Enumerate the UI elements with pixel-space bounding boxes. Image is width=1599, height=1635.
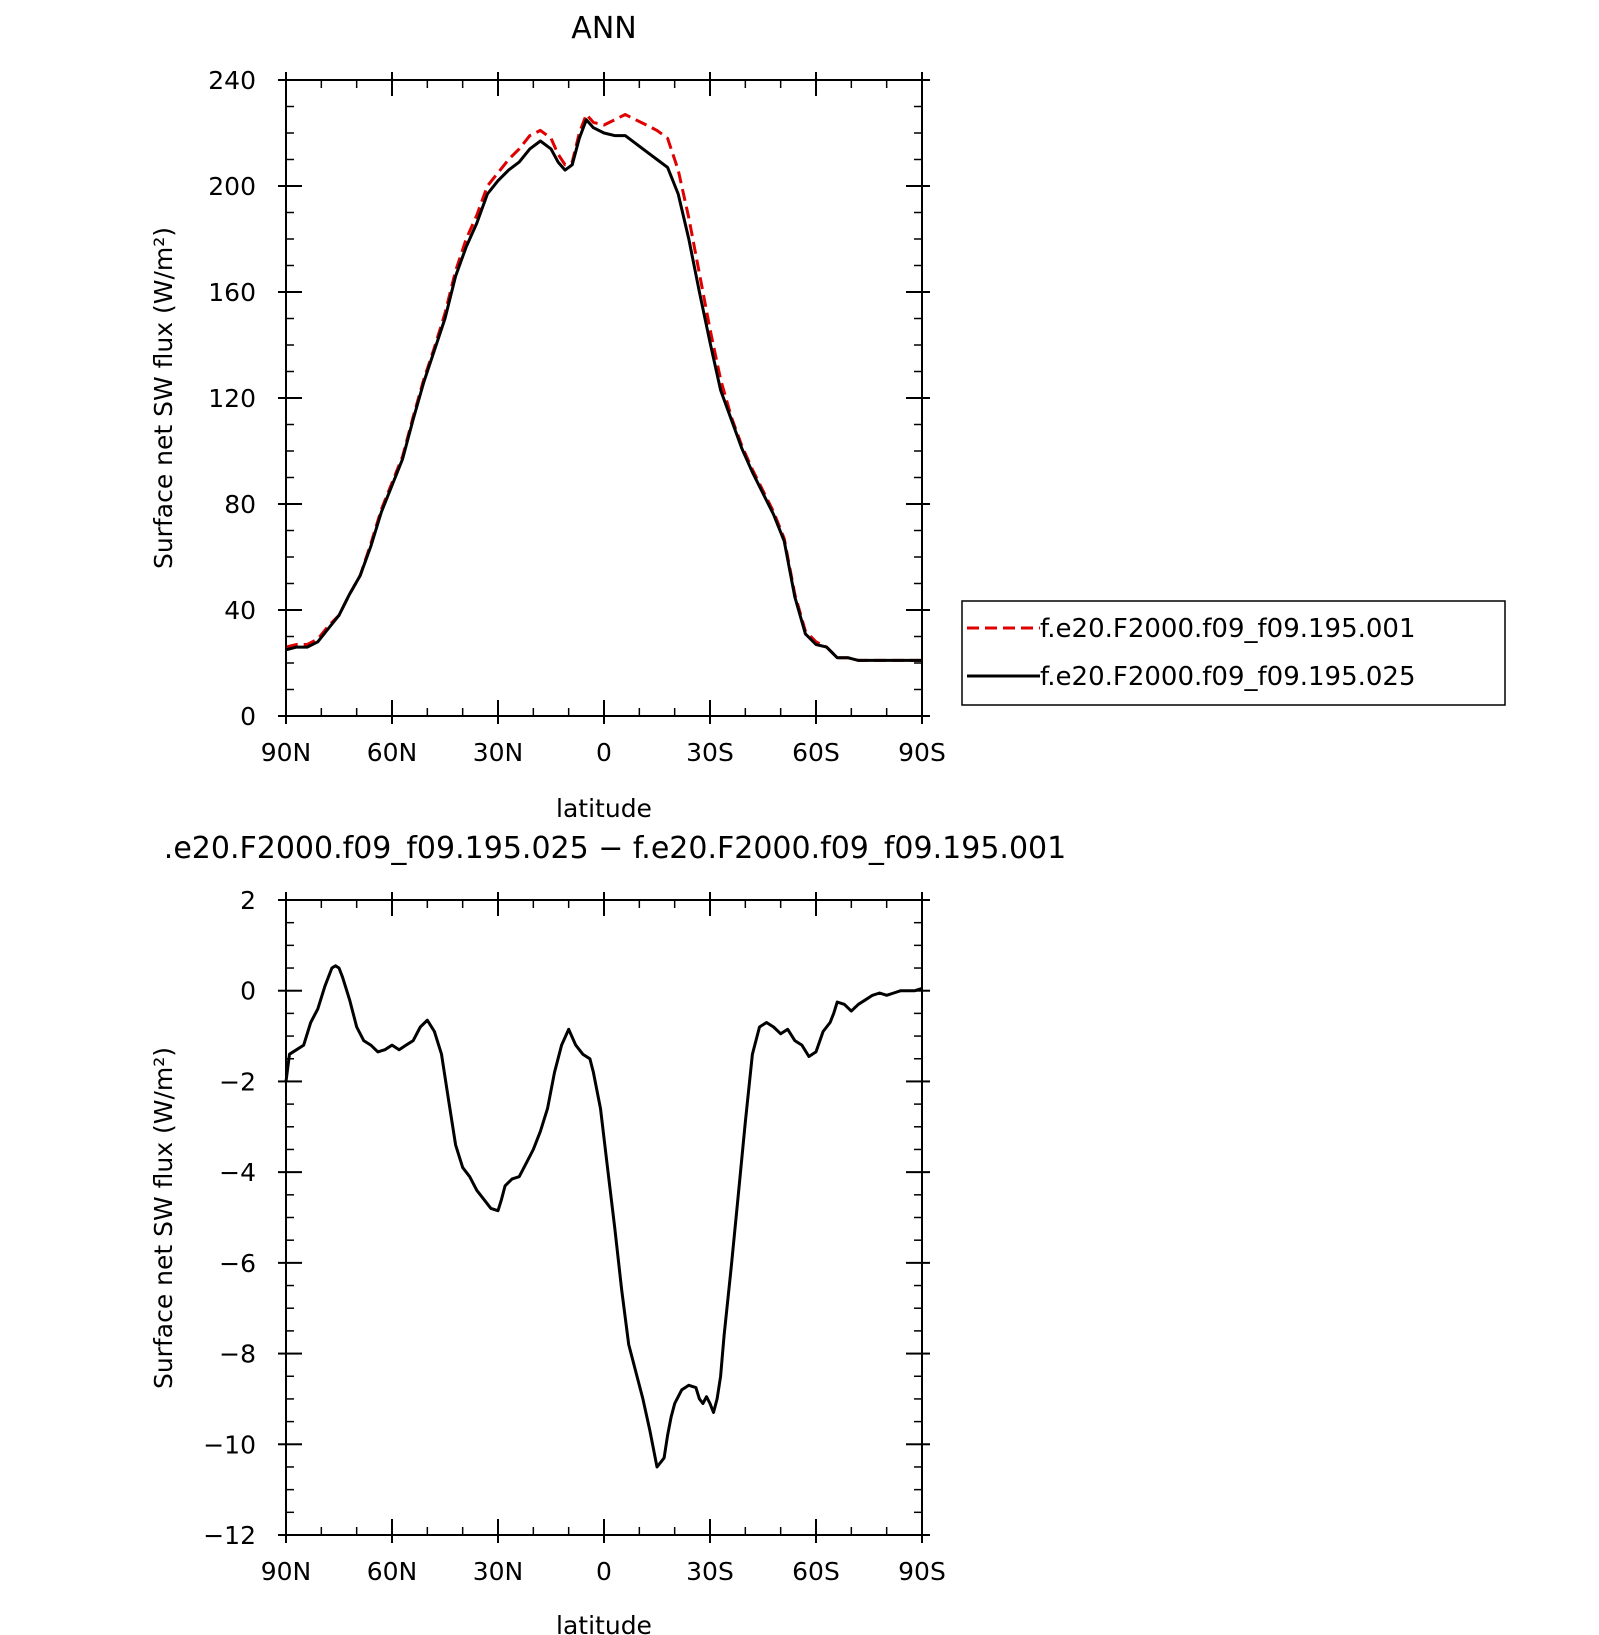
top-y-axis-label: Surface net SW flux (W/m²)	[149, 227, 178, 569]
y-tick-label: −10	[203, 1430, 256, 1459]
x-tick-label: 30S	[686, 1557, 734, 1586]
x-tick-label: 0	[596, 1557, 612, 1586]
bottom-y-tick-labels: 2 0 −2 −4 −6 −8 −10 −12	[203, 886, 256, 1550]
series-line-1-1	[285, 113, 922, 662]
y-tick-label: −8	[219, 1340, 256, 1369]
x-tick-label: 60S	[792, 1557, 840, 1586]
x-tick-label: 60S	[792, 738, 840, 767]
y-tick-label: −2	[219, 1067, 256, 1096]
x-tick-label: 90N	[261, 738, 312, 767]
top-plot-frame	[285, 79, 923, 717]
x-tick-label: 30N	[473, 1557, 524, 1586]
x-tick-label: 30S	[686, 738, 734, 767]
y-tick-label: 0	[240, 977, 256, 1006]
series-line-1-2	[285, 118, 922, 662]
top-x-tick-labels: 90N 60N 30N 0 30S 60S 90S	[261, 738, 946, 767]
top-chart-title: ANN	[571, 11, 636, 46]
legend-label-series-1: f.e20.F2000.f09_f09.195.001	[1040, 614, 1416, 644]
y-tick-label: −12	[203, 1521, 256, 1550]
x-tick-label: 30N	[473, 738, 524, 767]
legend-label-series-2: f.e20.F2000.f09_f09.195.025	[1040, 662, 1416, 692]
x-tick-label: 90N	[261, 1557, 312, 1586]
bottom-x-axis-label: latitude	[556, 1611, 652, 1635]
y-tick-label: 40	[224, 596, 256, 625]
y-tick-label: 2	[240, 886, 256, 915]
x-tick-label: 90S	[898, 1557, 946, 1586]
y-tick-label: 0	[240, 702, 256, 731]
top-panel: ANN 90N 60N 30N 0 30S 60S 90S 0 40 80 120 160 200 24…	[149, 11, 1506, 823]
bottom-y-axis-label: Surface net SW flux (W/m²)	[149, 1047, 178, 1389]
bottom-axis-ticks	[278, 892, 930, 1543]
bottom-series-lines	[284, 964, 923, 1469]
y-tick-label: −4	[219, 1158, 256, 1187]
bottom-x-tick-labels: 90N 60N 30N 0 30S 60S 90S	[261, 1557, 946, 1586]
y-tick-label: 80	[224, 490, 256, 519]
x-tick-label: 60N	[367, 738, 418, 767]
legend: f.e20.F2000.f09_f09.195.001 f.e20.F2000.…	[961, 600, 1506, 706]
x-tick-label: 0	[596, 738, 612, 767]
x-tick-label: 90S	[898, 738, 946, 767]
bottom-plot-frame	[285, 899, 923, 1536]
top-series-lines	[285, 113, 922, 662]
bottom-chart-title: .e20.F2000.f09_f09.195.025 − f.e20.F2000…	[164, 831, 1066, 866]
y-tick-label: 240	[208, 66, 256, 95]
y-tick-label: −6	[219, 1249, 256, 1278]
legend-box	[961, 600, 1506, 706]
y-tick-label: 120	[208, 384, 256, 413]
series-line-2-1	[284, 964, 923, 1469]
x-tick-label: 60N	[367, 1557, 418, 1586]
y-tick-label: 160	[208, 278, 256, 307]
top-x-axis-label: latitude	[556, 794, 652, 823]
top-axis-ticks	[278, 72, 930, 724]
y-tick-label: 200	[208, 172, 256, 201]
bottom-panel: .e20.F2000.f09_f09.195.025 − f.e20.F2000…	[149, 831, 1066, 1635]
top-y-tick-labels: 0 40 80 120 160 200 240	[208, 66, 256, 731]
